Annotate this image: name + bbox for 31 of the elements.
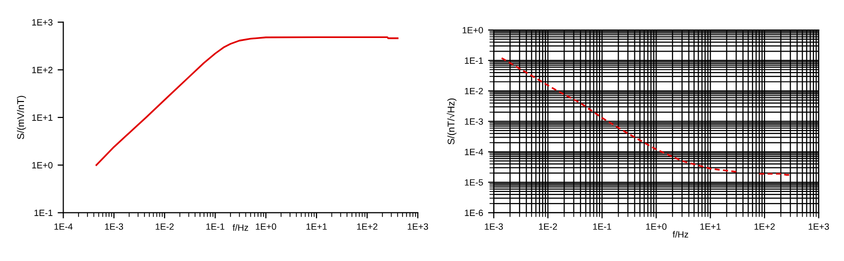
y-tick-label: 1E+0 <box>32 162 53 168</box>
y-axis-title: S/(mV/nT) <box>16 96 26 140</box>
x-tick-label: 1E+2 <box>754 223 775 230</box>
y-tick-label: 1E-6 <box>464 210 483 216</box>
y-axis-title: S/(nT/√Hz) <box>446 98 456 144</box>
y-tick-label: 1E+0 <box>462 26 483 34</box>
y-tick-label: 1E-4 <box>464 148 484 156</box>
x-axis-title: f/Hz <box>672 230 688 238</box>
x-tick-label: 1E-3 <box>105 223 124 230</box>
y-tick-label: 1E-3 <box>464 118 483 125</box>
x-tick-label: 1E+2 <box>357 223 378 230</box>
y-tick-label: 1E-1 <box>34 210 52 216</box>
y-tick-label: 1E-5 <box>464 179 483 186</box>
x-tick-label: 1E-2 <box>156 223 174 230</box>
x-tick-label: 1E-3 <box>484 223 503 230</box>
x-tick-label: 1E+1 <box>700 223 721 230</box>
y-tick-label: 1E-1 <box>464 58 483 64</box>
y-tick-label: 1E-2 <box>464 88 483 94</box>
x-axis-title: f/Hz <box>232 224 248 231</box>
y-tick-label: 1E+1 <box>32 114 52 121</box>
x-tick-label: 1E-2 <box>539 223 557 230</box>
x-tick-label: 1E+0 <box>256 223 276 230</box>
x-tick-label: 1E-1 <box>593 223 612 230</box>
x-tick-label: 1E+0 <box>646 223 667 230</box>
x-tick-label: 1E-1 <box>206 223 224 230</box>
x-tick-label: 1E+1 <box>306 223 327 230</box>
x-tick-label: 1E+3 <box>408 223 428 230</box>
y-tick-label: 1E+3 <box>32 19 52 26</box>
x-tick-label: 1E+3 <box>808 223 829 230</box>
x-tick-label: 1E-4 <box>54 223 73 230</box>
y-tick-label: 1E+2 <box>32 66 52 74</box>
